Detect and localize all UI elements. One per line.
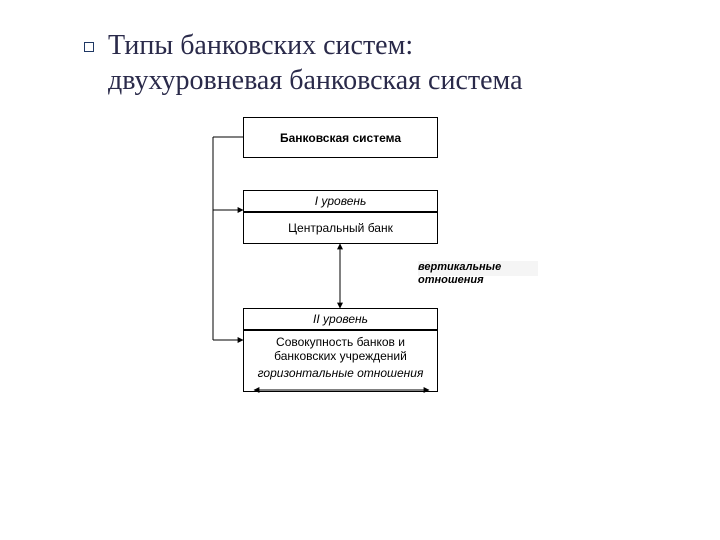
slide-title: Типы банковских систем: двухуровневая ба…	[108, 28, 523, 98]
heading-bullet	[84, 42, 94, 52]
box-level1-body: Центральный банк	[243, 212, 438, 244]
slide-title-line1: Типы банковских систем:	[108, 28, 523, 63]
vertical-relations-label: вертикальные отношения	[418, 261, 501, 286]
box-banking-system: Банковская система	[243, 117, 438, 158]
box-level1-body-label: Центральный банк	[288, 221, 393, 235]
box-level2-header-label: II уровень	[313, 312, 368, 326]
horizontal-relations-arrow	[244, 383, 437, 397]
box-level1-header-label: I уровень	[315, 194, 367, 208]
slide-title-line2: двухуровневая банковская система	[108, 63, 523, 98]
box-level2-body-label: Совокупность банков и банковских учрежде…	[244, 335, 437, 364]
box-level2-footer-label: горизонтальные отношения	[244, 366, 437, 380]
box-level2-body: Совокупность банков и банковских учрежде…	[243, 330, 438, 392]
box-level2-header: II уровень	[243, 308, 438, 330]
box-level1-header: I уровень	[243, 190, 438, 212]
box-banking-system-label: Банковская система	[280, 131, 401, 145]
